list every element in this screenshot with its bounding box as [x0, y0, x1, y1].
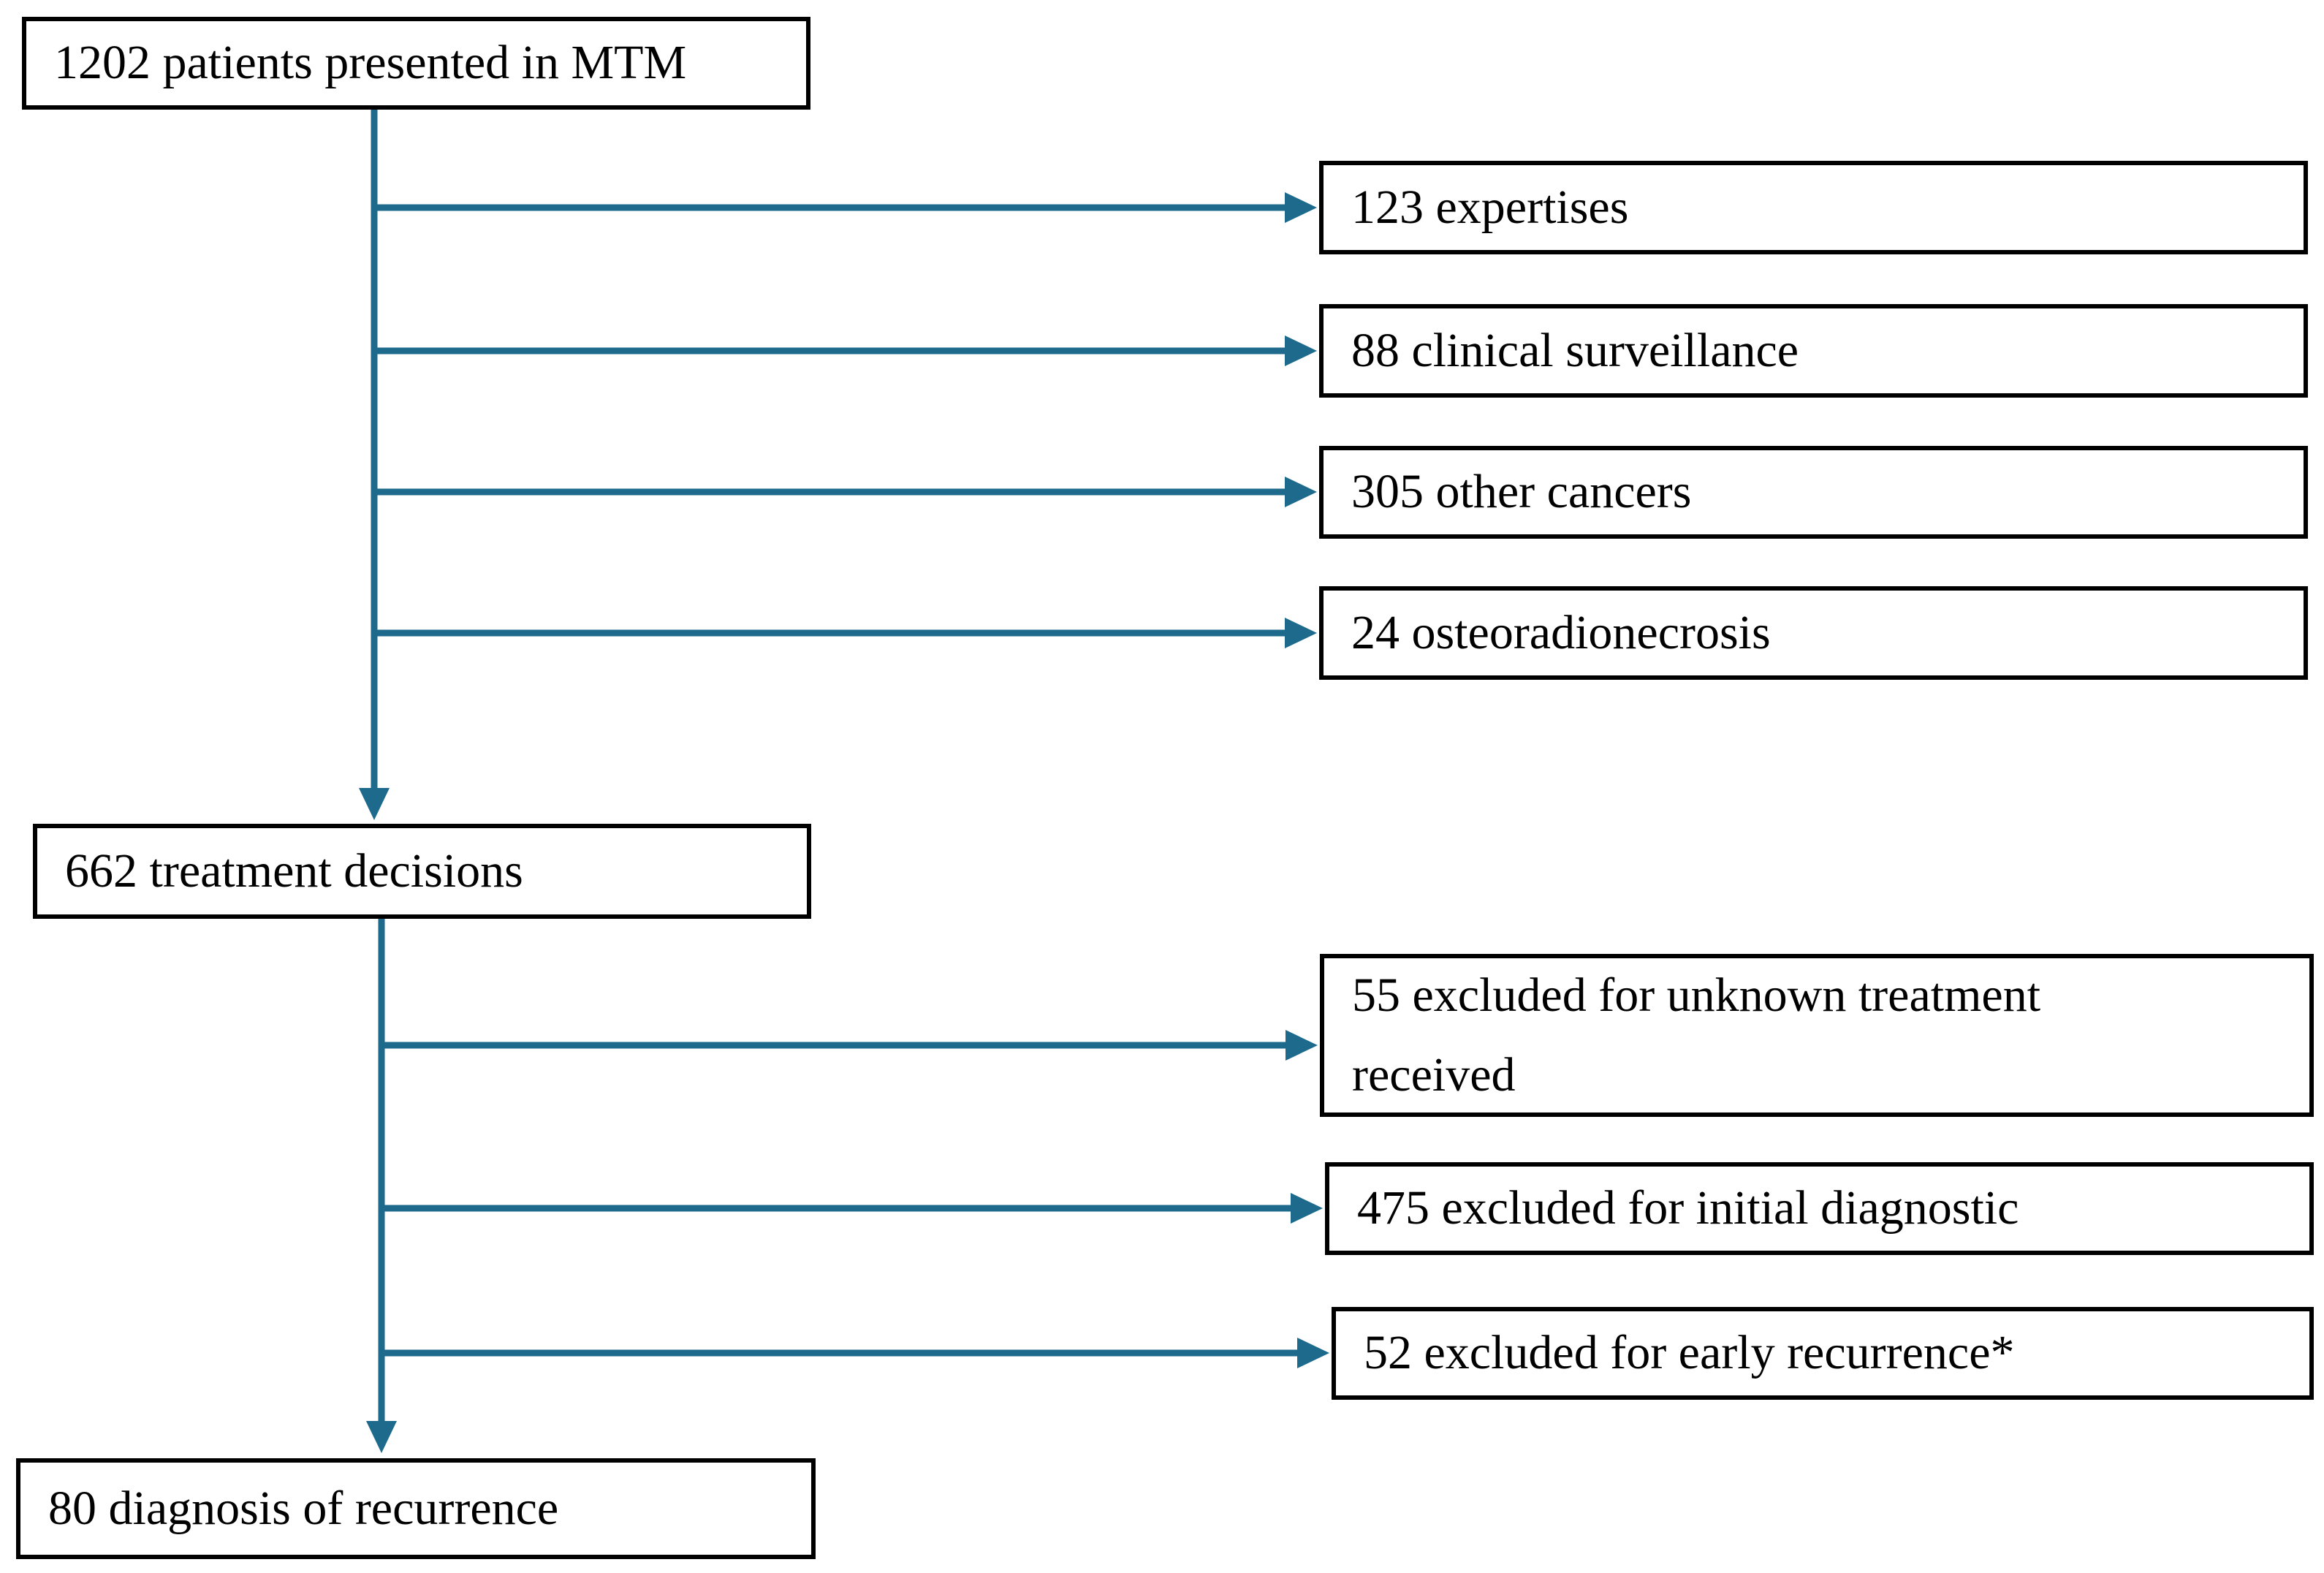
right-arrowhead-icon: [1297, 1338, 1329, 1368]
node-excluded-initial-diagnostic: 475 excluded for initial diagnostic: [1325, 1162, 2314, 1255]
edge-patients-mtm-to-clinical-surveillance: [374, 336, 1317, 366]
node-diagnosis-recurrence: 80 diagnosis of recurrence: [16, 1458, 816, 1559]
node-treatment-decisions: 662 treatment decisions: [33, 824, 811, 919]
node-expertises: 123 expertises: [1319, 161, 2308, 254]
node-label: 475 excluded for initial diagnostic: [1357, 1181, 2019, 1235]
right-arrowhead-icon: [1285, 477, 1317, 507]
node-label: 24 osteoradionecrosis: [1351, 605, 1771, 659]
node-label: 52 excluded for early recurrence*: [1364, 1326, 2015, 1380]
right-arrowhead-icon: [1285, 192, 1317, 223]
right-arrowhead-icon: [1285, 618, 1317, 648]
node-excluded-early-recurrence: 52 excluded for early recurrence*: [1332, 1307, 2314, 1400]
node-label: 88 clinical surveillance: [1351, 323, 1799, 377]
right-arrowhead-icon: [1286, 1030, 1318, 1061]
edge-treatment-decisions-to-excluded-initial-diagnostic: [381, 1193, 1323, 1224]
edge-treatment-decisions-to-diagnosis-recurrence: [366, 919, 397, 1453]
right-arrowhead-icon: [1285, 336, 1317, 366]
down-arrowhead-icon: [366, 1421, 397, 1453]
down-arrowhead-icon: [359, 788, 390, 820]
right-arrowhead-icon: [1291, 1193, 1323, 1224]
node-clinical-surveillance: 88 clinical surveillance: [1319, 304, 2308, 398]
node-excluded-unknown-treatment: 55 excluded for unknown treatment receiv…: [1320, 954, 2314, 1117]
edge-patients-mtm-to-expertises: [374, 192, 1317, 223]
node-patients-mtm: 1202 patients presented in MTM: [22, 17, 810, 110]
node-label: 1202 patients presented in MTM: [54, 36, 687, 90]
edge-patients-mtm-to-osteoradionecrosis: [374, 618, 1317, 648]
node-other-cancers: 305 other cancers: [1319, 446, 2308, 539]
node-label: 55 excluded for unknown treatment receiv…: [1352, 968, 2041, 1102]
node-label: 305 other cancers: [1351, 465, 1692, 519]
edge-treatment-decisions-to-excluded-unknown-treatment: [381, 1030, 1318, 1061]
node-osteoradionecrosis: 24 osteoradionecrosis: [1319, 586, 2308, 680]
edge-treatment-decisions-to-excluded-early-recurrence: [381, 1338, 1329, 1368]
node-label: 123 expertises: [1351, 180, 1629, 234]
node-label: 662 treatment decisions: [65, 844, 523, 898]
edge-patients-mtm-to-other-cancers: [374, 477, 1317, 507]
edge-patients-mtm-to-treatment-decisions: [359, 110, 390, 820]
node-label: 80 diagnosis of recurrence: [48, 1481, 559, 1535]
